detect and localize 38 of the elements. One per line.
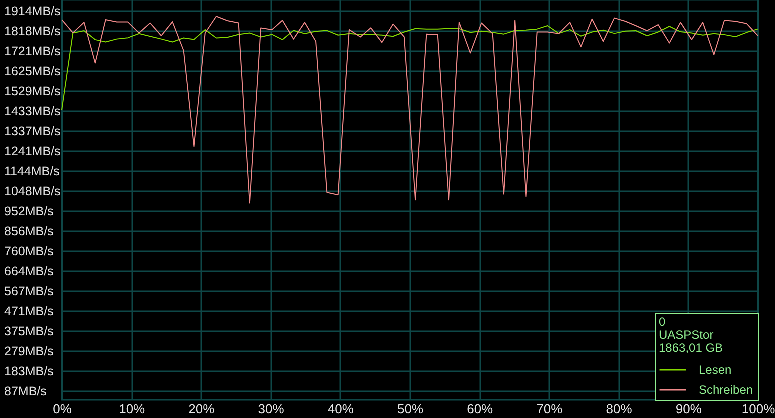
y-tick-label: 1625MB/s [4, 64, 61, 79]
x-tick-label: 60% [467, 402, 494, 416]
y-tick-label: 375MB/s [4, 324, 54, 339]
y-tick-label: 87MB/s [4, 384, 47, 399]
x-tick-label: 80% [606, 402, 633, 416]
annotation: 0 [659, 315, 666, 329]
y-tick-label: 471MB/s [4, 304, 54, 319]
y-tick-label: 1721MB/s [4, 44, 61, 59]
y-tick-label: 1048MB/s [4, 184, 61, 199]
y-tick-label: 664MB/s [4, 264, 54, 279]
x-tick-label: 40% [328, 402, 354, 416]
annotation: 1863,01 GB [659, 341, 724, 355]
line-series [62, 16, 758, 204]
y-tick-label: 567MB/s [4, 284, 54, 299]
x-tick-label: 30% [258, 402, 285, 416]
x-tick-label: 20% [188, 402, 216, 416]
y-tick-label: 760MB/s [4, 244, 54, 259]
x-tick-label: 90% [676, 402, 702, 416]
x-tick-label: 70% [536, 402, 564, 416]
y-tick-label: 1144MB/s [4, 164, 60, 179]
x-tick-label: 10% [119, 402, 146, 416]
x-tick-label: 100% [742, 402, 775, 416]
y-tick-label: 1818MB/s [4, 24, 61, 38]
x-tick-label: 50% [397, 402, 424, 416]
x-tick-label: 0% [53, 402, 72, 416]
y-tick-label: 1433MB/s [4, 104, 61, 119]
y-tick-label: 279MB/s [4, 344, 54, 359]
y-tick-label: 856MB/s [4, 224, 54, 239]
line-series [62, 26, 758, 111]
y-tick-label: 183MB/s [4, 364, 54, 379]
legend-label: Lesen [699, 363, 732, 377]
y-tick-label: 952MB/s [4, 204, 54, 219]
annotation: UASPStor [659, 328, 714, 342]
y-tick-label: 1337MB/s [4, 124, 61, 139]
y-tick-label: 1241MB/s [4, 144, 61, 159]
y-tick-label: 1914MB/s [4, 4, 61, 19]
legend-label: Schreiben [699, 383, 754, 397]
y-tick-label: 1529MB/s [4, 84, 61, 99]
